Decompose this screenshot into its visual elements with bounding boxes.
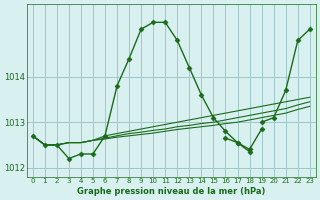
X-axis label: Graphe pression niveau de la mer (hPa): Graphe pression niveau de la mer (hPa) bbox=[77, 187, 266, 196]
